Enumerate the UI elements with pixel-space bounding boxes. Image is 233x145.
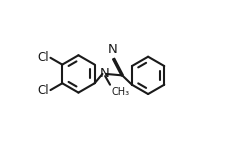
Text: N: N — [108, 43, 118, 56]
Text: CH₃: CH₃ — [111, 87, 130, 97]
Text: Cl: Cl — [38, 84, 49, 97]
Text: Cl: Cl — [38, 51, 49, 64]
Text: N: N — [99, 67, 109, 80]
